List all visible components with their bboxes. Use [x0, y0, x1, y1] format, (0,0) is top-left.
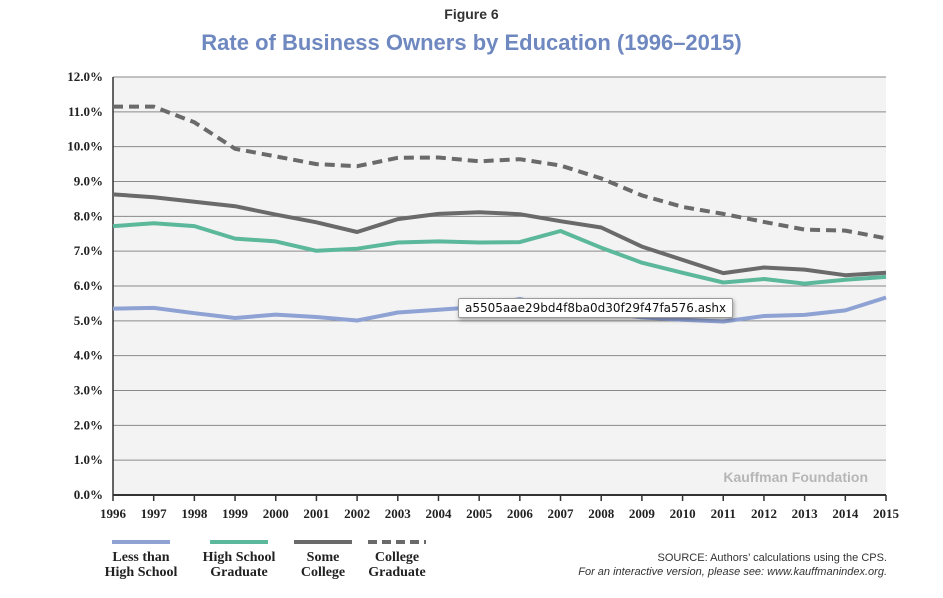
source-line: SOURCE: Authors’ calculations using the …: [657, 552, 887, 564]
x-tick-label: 1998: [181, 506, 208, 521]
y-tick-label: 12.0%: [67, 69, 103, 84]
y-axis: 0.0% 1.0% 2.0% 3.0% 4.0% 5.0% 6.0% 7.0% 8.0% 9.0%…: [67, 69, 103, 502]
legend-swatch-less-than-high-school: [112, 540, 170, 544]
y-tick-label: 6.0%: [74, 278, 103, 293]
x-tick-label: 2015: [873, 506, 900, 521]
x-tick-label: 2011: [711, 506, 736, 521]
legend-swatch-high-school-graduate: [210, 540, 268, 544]
x-tick-label: 2003: [385, 506, 412, 521]
x-tick-label: 2004: [425, 506, 452, 521]
x-tick-label: 2006: [507, 506, 534, 521]
legend-label: High School Graduate: [202, 550, 276, 580]
x-tick-label: 2014: [832, 506, 859, 521]
y-tick-label: 1.0%: [74, 452, 103, 467]
x-tick-label: 2001: [303, 506, 329, 521]
series-line-high-school-graduate: [112, 221, 887, 286]
y-tick-label: 3.0%: [74, 383, 103, 398]
x-tick-label: 1999: [222, 506, 249, 521]
y-tick-label: 10.0%: [67, 139, 103, 154]
legend-label: College Graduate: [368, 550, 426, 580]
interactive-link-note: For an interactive version, please see: …: [578, 566, 887, 578]
legend-label: Less than High School: [104, 550, 178, 580]
x-tick-label: 2013: [792, 506, 819, 521]
x-tick-label: 2000: [263, 506, 289, 521]
y-tick-label: 4.0%: [74, 348, 103, 363]
chart-title: Rate of Business Owners by Education (19…: [201, 30, 742, 55]
y-tick-label: 2.0%: [74, 417, 103, 432]
series-line-some-college: [112, 192, 887, 278]
x-tick-label: 2005: [466, 506, 493, 521]
x-tick-label: 2010: [670, 506, 696, 521]
watermark: Kauffman Foundation: [723, 469, 868, 485]
source-note: SOURCE: Authors’ calculations using the …: [578, 551, 887, 579]
x-tick-label: 2008: [588, 506, 615, 521]
y-tick-label: 11.0%: [68, 104, 103, 119]
y-tick-label: 0.0%: [74, 487, 103, 502]
x-tick-label: 1996: [100, 506, 127, 521]
x-axis: 1996 1997 1998 1999 2000 2001 2002 2003 2004 2005…: [100, 495, 900, 521]
tooltip: a5505aae29bd4f8ba0d30f29f47fa576.ashx: [458, 298, 734, 318]
x-tick-label: 2012: [751, 506, 777, 521]
y-tick-label: 8.0%: [74, 208, 103, 223]
x-tick-label: 2007: [548, 506, 575, 521]
legend-label: Some College: [300, 550, 346, 580]
gridlines: [112, 76, 886, 496]
x-tick-label: 1997: [141, 506, 168, 521]
legend-swatch-some-college: [294, 540, 352, 544]
legend-swatch-college-graduate: [368, 540, 426, 544]
y-tick-label: 9.0%: [74, 174, 103, 189]
figure-label: Figure 6: [444, 6, 499, 22]
y-tick-label: 5.0%: [74, 313, 103, 328]
y-tick-label: 7.0%: [74, 243, 103, 258]
x-tick-label: 2002: [344, 506, 370, 521]
x-tick-label: 2009: [629, 506, 656, 521]
